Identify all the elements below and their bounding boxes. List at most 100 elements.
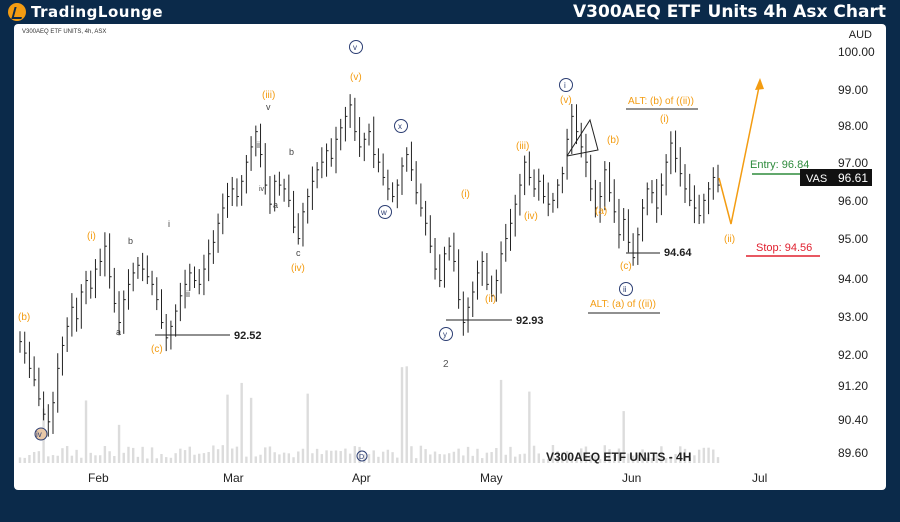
projection-arrowhead <box>755 78 764 90</box>
volume-bar <box>391 452 394 463</box>
volume-bar <box>70 455 74 463</box>
wave-label-v: v <box>266 102 271 112</box>
volume-bar <box>297 451 300 463</box>
volume-bar <box>542 458 545 463</box>
volume-bar <box>320 454 324 463</box>
volume-bar <box>56 455 59 463</box>
volume-bar <box>245 456 248 463</box>
volume-bar <box>452 451 456 463</box>
volume-bar <box>136 456 140 463</box>
page-title: V300AEQ ETF Units 4h Asx Chart <box>573 2 886 22</box>
navy-wave-labels: iv v w x y i ii <box>34 40 633 441</box>
volume-bar <box>584 446 588 463</box>
volume-bar <box>712 449 715 463</box>
wave-circle <box>356 450 368 462</box>
volume-bar <box>249 397 253 463</box>
volume-bar <box>664 458 668 463</box>
volume-bar <box>183 450 187 463</box>
volume-bar <box>231 448 234 463</box>
volume-bar <box>325 450 328 463</box>
x-tick-label: Apr <box>352 471 371 485</box>
volume-bar <box>292 457 295 463</box>
wave-circle <box>34 427 48 441</box>
volume-bar <box>169 457 173 463</box>
volume-bar <box>551 445 555 463</box>
wave-label-v: v <box>353 43 357 52</box>
volume-bar <box>707 447 710 463</box>
price-mark-label: 92.52 <box>234 330 262 342</box>
volume-bar <box>61 448 64 463</box>
wave-label-ii: ii <box>186 289 190 299</box>
volume-bar <box>485 452 489 463</box>
x-tick-label: Feb <box>88 471 109 485</box>
volume-bar <box>108 451 111 463</box>
volume-bar <box>89 452 92 463</box>
volume-bar <box>98 455 102 463</box>
volume-bar <box>273 452 276 463</box>
wave-label-i: (i) <box>87 231 96 242</box>
volume-bar <box>405 366 408 463</box>
x-tick-label: Jun <box>622 471 641 485</box>
current-price-ticker: VAS <box>806 173 827 185</box>
volume-bar <box>377 456 380 463</box>
volume-bar <box>396 457 399 463</box>
volume-bar <box>165 457 168 463</box>
y-axis: 100.00 99.00 98.00 97.00 96.00 95.00 94.… <box>838 45 875 460</box>
wave-circle <box>439 327 453 341</box>
volume-bar <box>117 424 121 463</box>
triangle-pattern <box>566 118 599 157</box>
footer-strip <box>0 490 900 522</box>
volume-bar <box>339 451 342 463</box>
volume-bar <box>646 457 649 463</box>
wave-label-y: y <box>443 330 447 339</box>
volume-bar <box>650 457 654 463</box>
volume-bar <box>490 452 493 463</box>
wave-label-b: b <box>289 147 294 157</box>
wave-label-a: a <box>116 327 121 337</box>
volume-bar <box>315 448 319 463</box>
volume-bar <box>367 454 371 463</box>
volume-bar <box>207 452 210 463</box>
volume-bar <box>509 446 512 463</box>
volume-bar <box>457 448 460 463</box>
volume-bar <box>636 455 640 463</box>
alt-label: ALT: (a) of ((ii)) <box>590 299 656 310</box>
wave-label-i: i <box>564 81 566 90</box>
volume-bar <box>702 447 706 463</box>
projection-path <box>718 81 761 225</box>
volume-bar <box>627 453 630 463</box>
volume-bar <box>594 455 597 463</box>
volume-bar <box>443 454 446 463</box>
orange-wave-labels: (b) (c) (i) (ii) (iii) (iv) (v) (i) (ii)… <box>18 72 735 355</box>
volume-bar <box>400 367 404 463</box>
volume-bar <box>669 456 673 463</box>
wave-circle <box>394 119 408 133</box>
volume-bar <box>226 394 229 463</box>
wave-circle <box>619 282 633 296</box>
price-mark-label: 92.93 <box>516 315 544 327</box>
volume-bar <box>240 382 243 463</box>
volume-bar <box>75 449 78 463</box>
volume-bar <box>556 451 559 463</box>
volume-bars <box>18 366 720 463</box>
chart-panel: V300AEQ ETF UNITS, 4h, ASX AUD <box>14 24 886 490</box>
volume-bar <box>306 393 309 463</box>
volume-bar <box>532 445 536 463</box>
chart-watermark: V300AEQ ETF UNITS - 4H <box>546 450 691 464</box>
volume-bar <box>589 454 592 463</box>
wave-label-i: (i) <box>660 114 669 125</box>
volume-bar <box>447 453 451 463</box>
volume-bar <box>202 453 206 463</box>
volume-bar <box>51 455 55 463</box>
volume-bar <box>462 455 465 463</box>
logo-text: TradingLounge <box>31 3 164 21</box>
volume-bar <box>216 449 220 463</box>
entry-label: Entry: 96.84 <box>750 159 809 171</box>
volume-bar <box>282 452 286 463</box>
volume-bar <box>471 455 474 463</box>
volume-bar <box>131 447 135 463</box>
volume-bar <box>641 449 644 463</box>
volume-bar <box>674 454 677 463</box>
y-tick-label: 96.00 <box>838 194 868 208</box>
